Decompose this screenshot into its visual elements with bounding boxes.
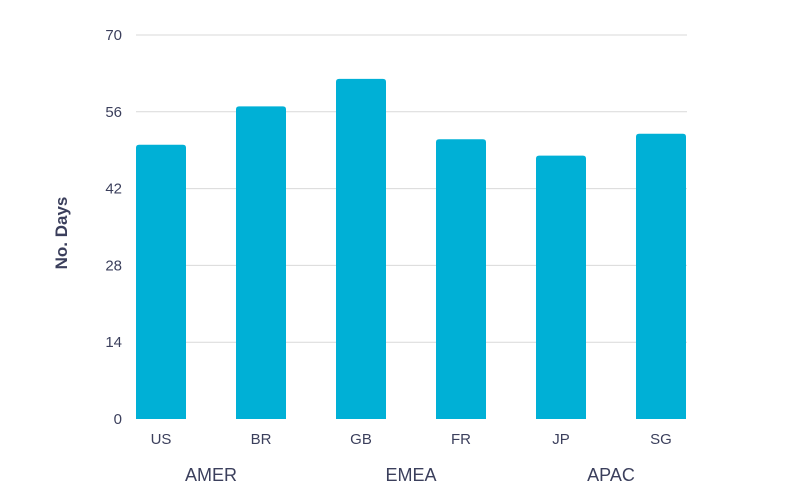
x-tick-label-fr: FR xyxy=(451,431,471,448)
y-tick-label: 28 xyxy=(105,257,122,274)
bar-br xyxy=(236,106,286,420)
bar-jp xyxy=(536,155,586,419)
bar-us xyxy=(136,144,186,419)
bar-gb xyxy=(336,78,386,419)
x-tick-label-sg: SG xyxy=(650,431,672,448)
group-label-amer: AMER xyxy=(185,465,237,485)
x-axis-tick-labels: US BR GB FR JP SG xyxy=(151,431,672,448)
y-axis-title: No. Days xyxy=(52,197,71,270)
x-tick-label-us: US xyxy=(151,431,172,448)
y-tick-label: 70 xyxy=(105,27,122,44)
x-tick-label-gb: GB xyxy=(350,431,372,448)
x-tick-label-br: BR xyxy=(251,431,272,448)
bar-sg xyxy=(636,133,686,419)
y-tick-label: 14 xyxy=(105,334,122,351)
group-label-apac: APAC xyxy=(587,465,635,485)
group-label-emea: EMEA xyxy=(385,465,436,485)
y-axis-tick-labels: 0 14 28 42 56 70 xyxy=(105,27,122,428)
gridlines xyxy=(136,34,687,343)
bars xyxy=(136,78,686,420)
y-tick-label: 42 xyxy=(105,181,122,198)
bar-fr xyxy=(436,139,486,419)
x-tick-label-jp: JP xyxy=(552,431,570,448)
y-tick-label: 56 xyxy=(105,104,122,121)
y-tick-label: 0 xyxy=(114,411,122,428)
x-axis-group-labels: AMER EMEA APAC xyxy=(185,465,635,485)
